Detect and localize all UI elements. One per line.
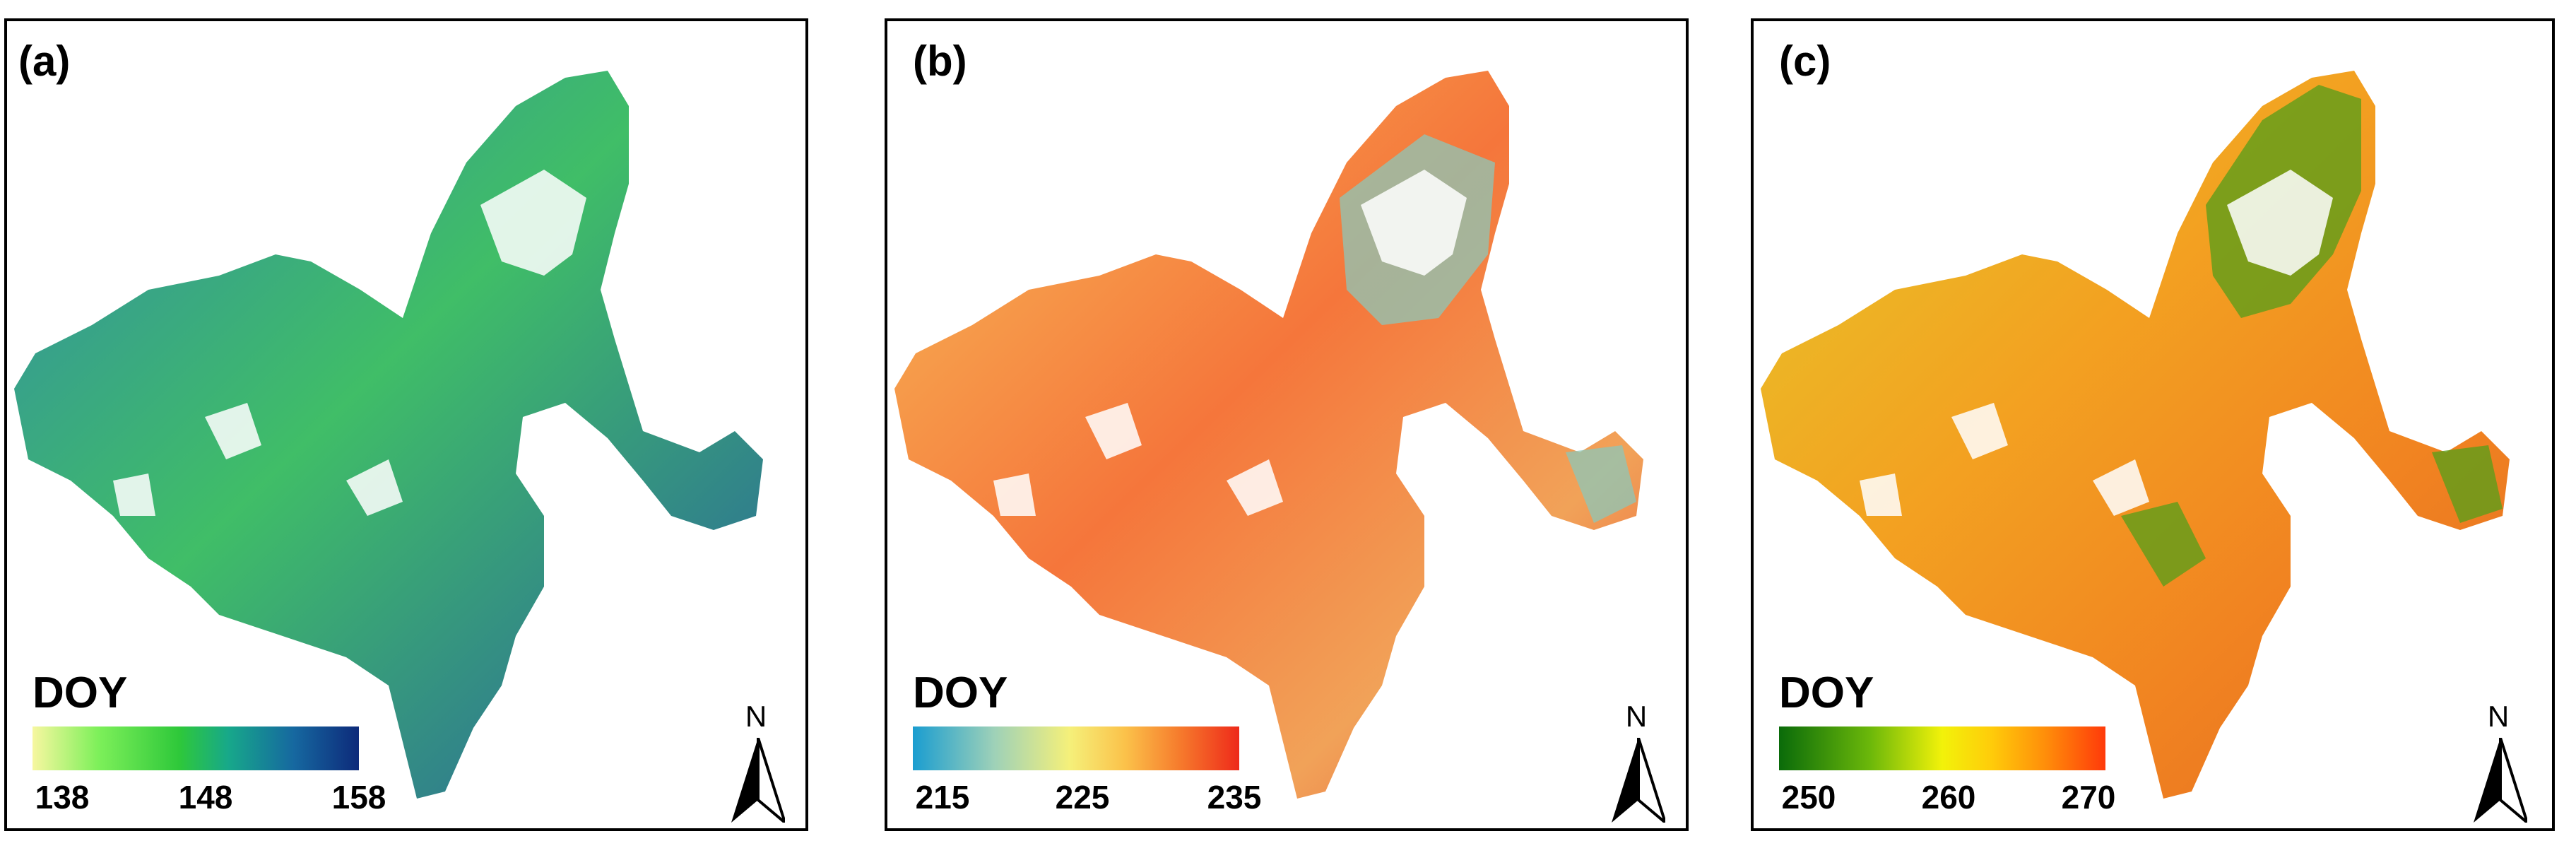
color-ramp <box>913 726 1239 770</box>
legend-tick-max: 158 <box>331 779 386 816</box>
legend-tick-mid: 225 <box>1055 779 1110 816</box>
panel-a: (a) DOY 138 148 158 N <box>4 18 808 831</box>
panel-b: (b) DOY 215 225 235 N <box>885 18 1689 831</box>
legend-tick-mid: 260 <box>1921 779 1976 816</box>
legend-title: DOY <box>913 669 1008 717</box>
color-ramp <box>33 726 359 770</box>
legend-ticks: 215 225 235 <box>913 774 1262 816</box>
north-arrow-icon <box>731 738 785 823</box>
green-area <box>2121 85 2503 587</box>
legend-tick-mid: 148 <box>178 779 233 816</box>
legend: DOY 138 148 158 <box>33 669 386 816</box>
north-label: N <box>2487 700 2510 733</box>
legend-tick-min: 250 <box>1781 779 1836 816</box>
legend-title: DOY <box>33 669 128 717</box>
color-ramp <box>1779 726 2105 770</box>
map-gap <box>1860 170 2333 516</box>
map-raster <box>1761 71 2510 799</box>
legend-tick-min: 215 <box>915 779 970 816</box>
map-gap <box>113 170 586 516</box>
legend-tick-max: 235 <box>1207 779 1262 816</box>
legend: DOY 250 260 270 <box>1779 671 2118 816</box>
north-label: N <box>745 700 767 733</box>
legend-title: DOY <box>1779 669 1874 717</box>
panel-label: (b) <box>913 37 967 85</box>
panel-label: (a) <box>18 37 71 85</box>
map-raster <box>14 71 763 799</box>
north-arrow-icon <box>1612 738 1665 823</box>
panel-c: (c) DOY 250 260 270 N <box>1751 18 2555 831</box>
north-arrow: N <box>714 700 798 834</box>
legend-tick-min: 138 <box>35 779 90 816</box>
panel-label: (c) <box>1779 37 1831 85</box>
map-raster <box>894 71 1643 799</box>
legend-ticks: 250 260 270 <box>1779 774 2118 816</box>
legend-ticks: 138 148 158 <box>33 774 386 816</box>
legend-tick-max: 270 <box>2061 779 2116 816</box>
map-gap <box>993 170 1467 516</box>
north-arrow: N <box>2456 700 2541 834</box>
north-arrow-icon <box>2474 738 2527 823</box>
region-shape <box>14 71 763 799</box>
legend: DOY 215 225 235 <box>913 669 1262 816</box>
north-label: N <box>1625 700 1648 733</box>
north-arrow: N <box>1594 700 1679 834</box>
